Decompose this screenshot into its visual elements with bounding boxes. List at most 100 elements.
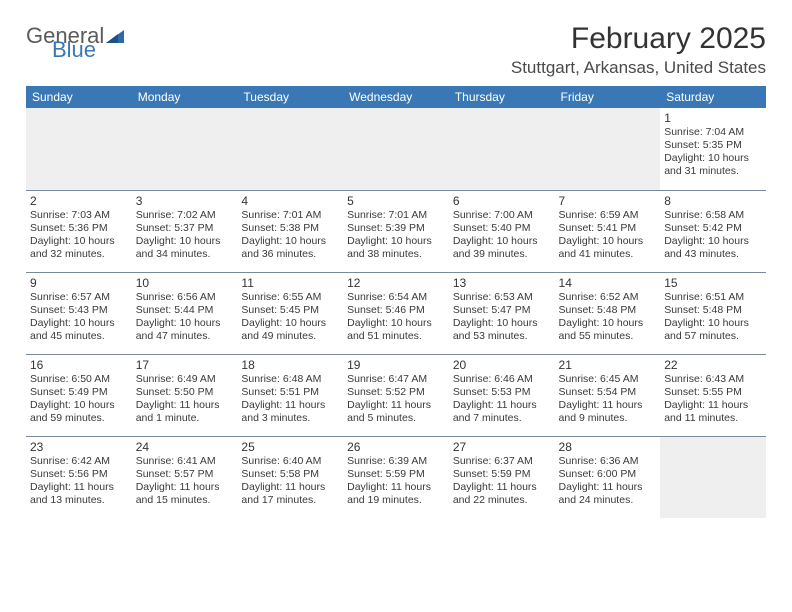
day-number: 9 bbox=[30, 276, 128, 290]
calendar-empty bbox=[555, 108, 661, 190]
weekday-header: Saturday bbox=[660, 86, 766, 108]
day-daylight: Daylight: 11 hours and 3 minutes. bbox=[241, 399, 339, 425]
day-sunrise: Sunrise: 6:48 AM bbox=[241, 373, 339, 386]
day-sunset: Sunset: 5:54 PM bbox=[559, 386, 657, 399]
calendar-day: 18Sunrise: 6:48 AMSunset: 5:51 PMDayligh… bbox=[237, 354, 343, 436]
day-sunset: Sunset: 5:47 PM bbox=[453, 304, 551, 317]
day-daylight: Daylight: 10 hours and 57 minutes. bbox=[664, 317, 762, 343]
day-number: 3 bbox=[136, 194, 234, 208]
day-sunset: Sunset: 5:51 PM bbox=[241, 386, 339, 399]
day-daylight: Daylight: 11 hours and 11 minutes. bbox=[664, 399, 762, 425]
day-sunrise: Sunrise: 7:01 AM bbox=[241, 209, 339, 222]
day-sunrise: Sunrise: 6:45 AM bbox=[559, 373, 657, 386]
calendar-empty bbox=[132, 108, 238, 190]
day-daylight: Daylight: 10 hours and 43 minutes. bbox=[664, 235, 762, 261]
calendar-day: 17Sunrise: 6:49 AMSunset: 5:50 PMDayligh… bbox=[132, 354, 238, 436]
day-number: 16 bbox=[30, 358, 128, 372]
day-daylight: Daylight: 10 hours and 38 minutes. bbox=[347, 235, 445, 261]
day-number: 27 bbox=[453, 440, 551, 454]
day-sunrise: Sunrise: 6:59 AM bbox=[559, 209, 657, 222]
day-number: 17 bbox=[136, 358, 234, 372]
day-sunset: Sunset: 6:00 PM bbox=[559, 468, 657, 481]
day-number: 1 bbox=[664, 111, 762, 125]
calendar-day: 13Sunrise: 6:53 AMSunset: 5:47 PMDayligh… bbox=[449, 272, 555, 354]
calendar-day: 5Sunrise: 7:01 AMSunset: 5:39 PMDaylight… bbox=[343, 190, 449, 272]
day-sunset: Sunset: 5:56 PM bbox=[30, 468, 128, 481]
day-sunrise: Sunrise: 6:54 AM bbox=[347, 291, 445, 304]
calendar-empty bbox=[237, 108, 343, 190]
day-sunrise: Sunrise: 6:40 AM bbox=[241, 455, 339, 468]
day-sunset: Sunset: 5:42 PM bbox=[664, 222, 762, 235]
day-number: 19 bbox=[347, 358, 445, 372]
calendar-day: 22Sunrise: 6:43 AMSunset: 5:55 PMDayligh… bbox=[660, 354, 766, 436]
day-sunrise: Sunrise: 7:00 AM bbox=[453, 209, 551, 222]
weekday-header: Wednesday bbox=[343, 86, 449, 108]
day-sunset: Sunset: 5:40 PM bbox=[453, 222, 551, 235]
calendar-day: 9Sunrise: 6:57 AMSunset: 5:43 PMDaylight… bbox=[26, 272, 132, 354]
day-number: 21 bbox=[559, 358, 657, 372]
calendar-day: 4Sunrise: 7:01 AMSunset: 5:38 PMDaylight… bbox=[237, 190, 343, 272]
day-number: 5 bbox=[347, 194, 445, 208]
day-sunset: Sunset: 5:35 PM bbox=[664, 139, 762, 152]
day-daylight: Daylight: 10 hours and 31 minutes. bbox=[664, 152, 762, 178]
month-title: February 2025 bbox=[511, 22, 766, 56]
day-sunset: Sunset: 5:49 PM bbox=[30, 386, 128, 399]
calendar-day: 28Sunrise: 6:36 AMSunset: 6:00 PMDayligh… bbox=[555, 436, 661, 518]
day-sunset: Sunset: 5:57 PM bbox=[136, 468, 234, 481]
calendar-week: 23Sunrise: 6:42 AMSunset: 5:56 PMDayligh… bbox=[26, 436, 766, 518]
calendar-day: 19Sunrise: 6:47 AMSunset: 5:52 PMDayligh… bbox=[343, 354, 449, 436]
calendar-empty bbox=[26, 108, 132, 190]
day-daylight: Daylight: 11 hours and 7 minutes. bbox=[453, 399, 551, 425]
calendar-body: 1Sunrise: 7:04 AMSunset: 5:35 PMDaylight… bbox=[26, 108, 766, 518]
location-text: Stuttgart, Arkansas, United States bbox=[511, 58, 766, 78]
day-sunrise: Sunrise: 6:55 AM bbox=[241, 291, 339, 304]
day-number: 6 bbox=[453, 194, 551, 208]
calendar-day: 14Sunrise: 6:52 AMSunset: 5:48 PMDayligh… bbox=[555, 272, 661, 354]
calendar-day: 21Sunrise: 6:45 AMSunset: 5:54 PMDayligh… bbox=[555, 354, 661, 436]
title-block: February 2025 Stuttgart, Arkansas, Unite… bbox=[511, 22, 766, 78]
weekday-header: Sunday bbox=[26, 86, 132, 108]
day-sunrise: Sunrise: 6:41 AM bbox=[136, 455, 234, 468]
day-number: 22 bbox=[664, 358, 762, 372]
day-daylight: Daylight: 11 hours and 1 minute. bbox=[136, 399, 234, 425]
weekday-header: Friday bbox=[555, 86, 661, 108]
day-sunset: Sunset: 5:53 PM bbox=[453, 386, 551, 399]
day-sunset: Sunset: 5:36 PM bbox=[30, 222, 128, 235]
day-sunset: Sunset: 5:44 PM bbox=[136, 304, 234, 317]
day-sunrise: Sunrise: 6:46 AM bbox=[453, 373, 551, 386]
day-daylight: Daylight: 10 hours and 49 minutes. bbox=[241, 317, 339, 343]
day-daylight: Daylight: 11 hours and 22 minutes. bbox=[453, 481, 551, 507]
calendar-empty bbox=[449, 108, 555, 190]
day-number: 24 bbox=[136, 440, 234, 454]
day-sunset: Sunset: 5:39 PM bbox=[347, 222, 445, 235]
weekday-header: Thursday bbox=[449, 86, 555, 108]
day-daylight: Daylight: 11 hours and 5 minutes. bbox=[347, 399, 445, 425]
calendar-day: 26Sunrise: 6:39 AMSunset: 5:59 PMDayligh… bbox=[343, 436, 449, 518]
calendar-day: 1Sunrise: 7:04 AMSunset: 5:35 PMDaylight… bbox=[660, 108, 766, 190]
day-number: 20 bbox=[453, 358, 551, 372]
brand-logo: General Blue bbox=[26, 22, 126, 60]
day-sunset: Sunset: 5:59 PM bbox=[347, 468, 445, 481]
day-number: 25 bbox=[241, 440, 339, 454]
day-daylight: Daylight: 10 hours and 45 minutes. bbox=[30, 317, 128, 343]
day-number: 15 bbox=[664, 276, 762, 290]
day-sunrise: Sunrise: 6:42 AM bbox=[30, 455, 128, 468]
day-number: 14 bbox=[559, 276, 657, 290]
day-daylight: Daylight: 11 hours and 15 minutes. bbox=[136, 481, 234, 507]
day-number: 28 bbox=[559, 440, 657, 454]
calendar-header: SundayMondayTuesdayWednesdayThursdayFrid… bbox=[26, 86, 766, 108]
header-row: General Blue February 2025 Stuttgart, Ar… bbox=[26, 22, 766, 78]
day-daylight: Daylight: 10 hours and 59 minutes. bbox=[30, 399, 128, 425]
day-sunset: Sunset: 5:48 PM bbox=[664, 304, 762, 317]
day-sunrise: Sunrise: 6:39 AM bbox=[347, 455, 445, 468]
day-number: 7 bbox=[559, 194, 657, 208]
day-sunset: Sunset: 5:46 PM bbox=[347, 304, 445, 317]
calendar-day: 27Sunrise: 6:37 AMSunset: 5:59 PMDayligh… bbox=[449, 436, 555, 518]
day-number: 13 bbox=[453, 276, 551, 290]
day-daylight: Daylight: 11 hours and 13 minutes. bbox=[30, 481, 128, 507]
day-daylight: Daylight: 11 hours and 19 minutes. bbox=[347, 481, 445, 507]
day-number: 2 bbox=[30, 194, 128, 208]
day-sunrise: Sunrise: 6:37 AM bbox=[453, 455, 551, 468]
day-sunset: Sunset: 5:59 PM bbox=[453, 468, 551, 481]
day-sunrise: Sunrise: 7:02 AM bbox=[136, 209, 234, 222]
